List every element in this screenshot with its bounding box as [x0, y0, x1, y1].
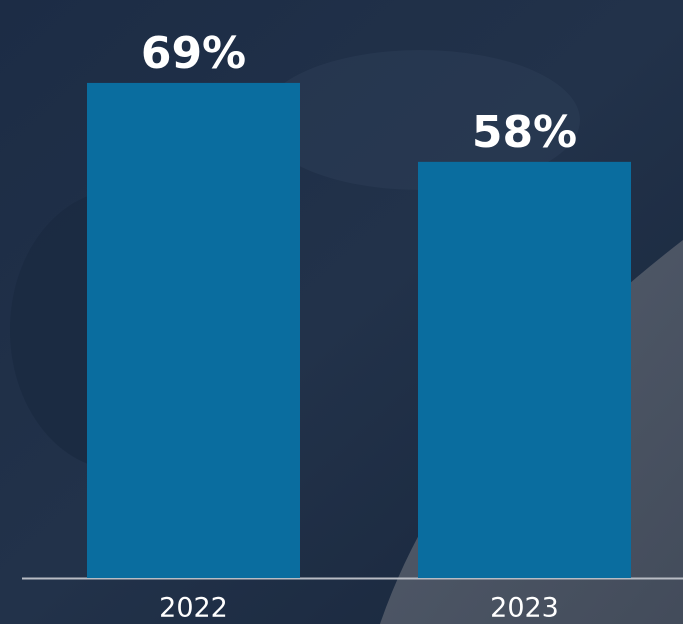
bar — [87, 82, 300, 579]
value-label: 69% — [141, 28, 246, 79]
x-tick-label: 2022 — [159, 593, 228, 624]
bar — [418, 161, 631, 578]
x-tick-label: 2023 — [490, 593, 559, 624]
background-shape — [260, 50, 580, 190]
value-label: 58% — [472, 107, 577, 158]
